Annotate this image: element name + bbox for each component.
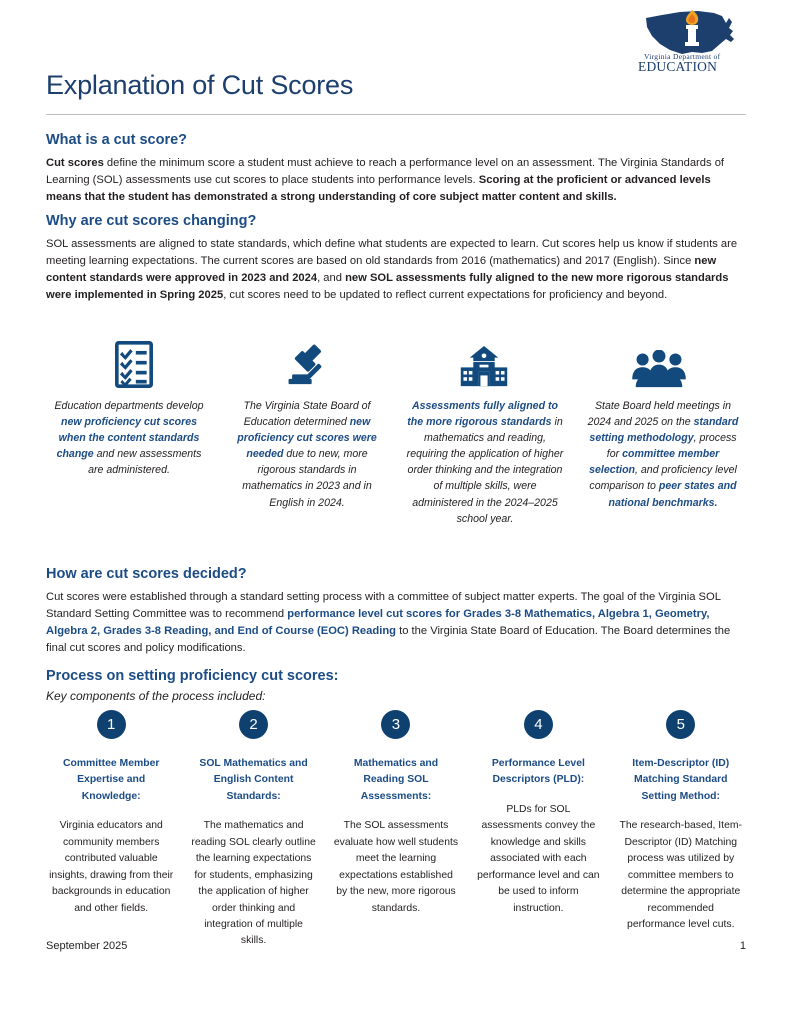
process-subheading: Key components of the process included: bbox=[46, 689, 266, 704]
caption3-seg1: Assessments fully aligned to the more ri… bbox=[407, 400, 558, 429]
why-bold1: new content standards were approved in 2… bbox=[46, 255, 717, 285]
step-text-4: PLDs for SOL assessments convey the know… bbox=[477, 803, 600, 914]
icon-column-1 bbox=[46, 338, 221, 388]
icon-caption-3: Assessments fully aligned to the more ri… bbox=[396, 398, 574, 527]
process-step-3: Mathematics and Reading SOL Assessments:… bbox=[325, 756, 467, 950]
svg-text:EDUCATION: EDUCATION bbox=[638, 59, 717, 74]
step-text-3: The SOL assessments evaluate how well st… bbox=[333, 820, 459, 914]
page-footer: September 2025 1 bbox=[46, 940, 746, 952]
icon-columns-row bbox=[46, 338, 746, 388]
vdoe-logo: Virginia Department of EDUCATION bbox=[636, 6, 746, 74]
svg-text:Virginia Department of: Virginia Department of bbox=[644, 52, 721, 61]
section-text-what-is: Cut scores define the minimum score a st… bbox=[46, 155, 746, 206]
why-part2: , and bbox=[317, 272, 346, 285]
process-step-1: Committee Member Expertise and Knowledge… bbox=[40, 756, 182, 950]
page-title: Explanation of Cut Scores bbox=[46, 70, 354, 100]
why-bold2: new SOL assessments fully aligned to the… bbox=[46, 272, 729, 302]
caption1-seg1: Education departments develop bbox=[54, 400, 204, 412]
checklist-icon bbox=[114, 341, 153, 388]
caption4-seg1: State Board held meetings in 2024 and 20… bbox=[587, 400, 732, 429]
caption4-seg4: committee member selection bbox=[589, 448, 720, 477]
caption2-seg2: new proficiency cut scores were needed bbox=[237, 416, 377, 461]
footer-date: September 2025 bbox=[46, 940, 128, 952]
icon-column-2 bbox=[221, 338, 396, 388]
section-text-how-decided: Cut scores were established through a st… bbox=[46, 589, 746, 657]
footer-page-number: 1 bbox=[739, 940, 746, 952]
process-step-4: Performance Level Descriptors (PLD): PLD… bbox=[467, 756, 609, 950]
how-part2: to the Virginia State Board of Education… bbox=[46, 625, 731, 655]
caption2-seg1: The Virginia State Board of Education de… bbox=[243, 400, 371, 429]
process-number-row: 1 2 3 4 5 bbox=[40, 710, 752, 739]
section-heading-what-is: What is a cut score? bbox=[46, 132, 188, 148]
section-text-why-changing: SOL assessments are aligned to state sta… bbox=[46, 236, 746, 304]
section-how-decided: How are cut scores decided? Cut scores w… bbox=[46, 566, 746, 657]
what-is-bold2: Scoring at the proficient or advanced le… bbox=[46, 174, 711, 204]
caption4-seg6: peer states and national benchmarks. bbox=[608, 480, 737, 509]
process-number-cell-4: 4 bbox=[467, 710, 609, 739]
process-step-5: Item-Descriptor (ID) Matching Standard S… bbox=[610, 756, 752, 950]
section-why-changing: Why are cut scores changing? SOL assessm… bbox=[46, 213, 746, 304]
process-step-2: SOL Mathematics and English Content Stan… bbox=[182, 756, 324, 950]
what-is-part1: define the minimum score a student must … bbox=[46, 157, 725, 187]
why-part3: , cut scores need to be updated to refle… bbox=[223, 289, 668, 302]
title-divider bbox=[46, 114, 746, 115]
school-building-icon bbox=[459, 345, 509, 388]
icon-captions-row: Education departments develop new profic… bbox=[40, 398, 752, 527]
step-number-badge-3: 3 bbox=[381, 710, 411, 739]
icon-caption-1: Education departments develop new profic… bbox=[40, 398, 218, 527]
section-process: Process on setting proficiency cut score… bbox=[46, 668, 746, 703]
step-heading-5: Item-Descriptor (ID) Matching Standard S… bbox=[632, 758, 730, 802]
step-heading-1: Committee Member Expertise and Knowledge… bbox=[62, 758, 160, 802]
header-region: Explanation of Cut Scores Virginia Depar… bbox=[46, 0, 746, 112]
gavel-icon bbox=[285, 343, 333, 388]
caption1-seg3: and new assessments are administered. bbox=[88, 448, 202, 477]
icon-column-4 bbox=[571, 338, 746, 388]
caption3-seg2: in mathematics and reading, requiring th… bbox=[406, 416, 564, 525]
process-number-cell-2: 2 bbox=[182, 710, 324, 739]
process-number-cell-3: 3 bbox=[325, 710, 467, 739]
people-group-icon bbox=[631, 350, 686, 388]
process-steps-row: Committee Member Expertise and Knowledge… bbox=[40, 756, 752, 950]
caption4-seg5: , and proficiency level comparison to bbox=[589, 464, 737, 493]
section-heading-process: Process on setting proficiency cut score… bbox=[46, 668, 339, 684]
step-text-2: The mathematics and reading SOL clearly … bbox=[191, 820, 316, 947]
caption1-seg2: new proficiency cut scores when the cont… bbox=[56, 416, 200, 461]
icon-caption-2: The Virginia State Board of Education de… bbox=[218, 398, 396, 527]
how-bold1: performance level cut scores for Grades … bbox=[46, 608, 710, 638]
how-part1: Cut scores were established through a st… bbox=[46, 591, 721, 621]
step-heading-2: SOL Mathematics and English Content Stan… bbox=[199, 758, 308, 802]
icon-caption-4: State Board held meetings in 2024 and 20… bbox=[574, 398, 752, 527]
icon-column-3 bbox=[396, 338, 571, 388]
step-heading-4: Performance Level Descriptors (PLD): bbox=[491, 758, 585, 786]
section-heading-how-decided: How are cut scores decided? bbox=[46, 566, 247, 582]
step-number-badge-4: 4 bbox=[523, 710, 553, 739]
caption2-seg3: due to new, more rigorous standards in m… bbox=[242, 448, 372, 509]
step-number-badge-2: 2 bbox=[239, 710, 269, 739]
process-number-cell-1: 1 bbox=[40, 710, 182, 739]
step-number-badge-5: 5 bbox=[666, 710, 696, 739]
step-text-1: Virginia educators and community members… bbox=[49, 820, 174, 914]
section-what-is-a-cut-score: What is a cut score? Cut scores define t… bbox=[46, 132, 746, 206]
step-number-badge-1: 1 bbox=[96, 710, 126, 739]
caption4-seg2: standard setting methodology bbox=[589, 416, 739, 445]
process-number-cell-5: 5 bbox=[610, 710, 752, 739]
what-is-lead-bold: Cut scores bbox=[46, 157, 104, 170]
step-heading-3: Mathematics and Reading SOL Assessments: bbox=[353, 758, 439, 802]
caption4-seg3: , process for bbox=[606, 432, 737, 461]
why-part1: SOL assessments are aligned to state sta… bbox=[46, 238, 738, 268]
step-text-5: The research-based, Item-Descriptor (ID)… bbox=[619, 820, 742, 930]
section-heading-why-changing: Why are cut scores changing? bbox=[46, 213, 257, 229]
